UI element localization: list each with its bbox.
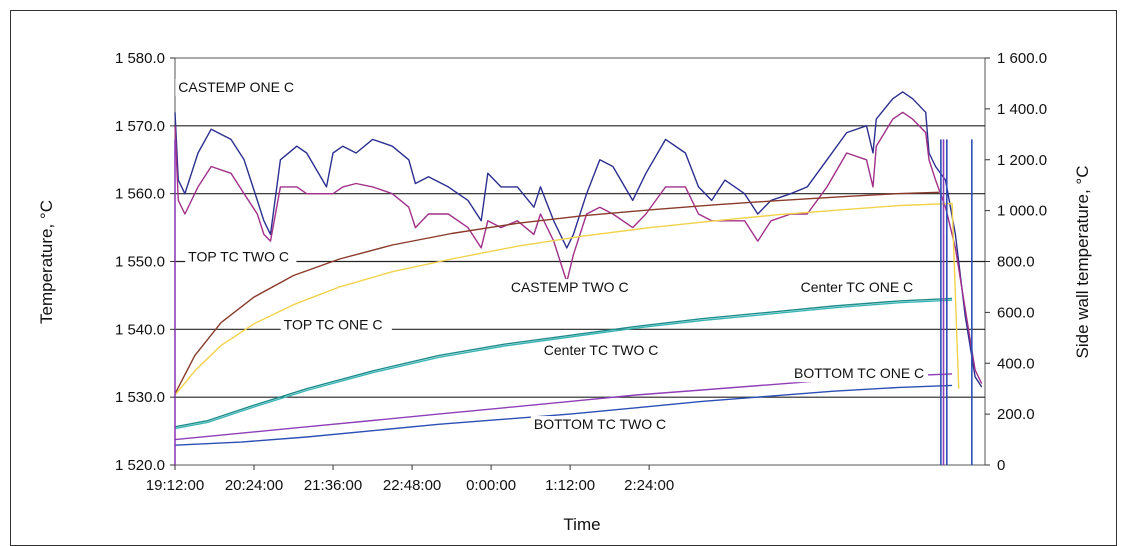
x-tick-label: 2:24:00 (624, 477, 674, 494)
series-annotation: Center TC ONE C (801, 279, 914, 295)
y-right-tick-label: 400.0 (997, 355, 1035, 372)
series-annotation: CASTEMP TWO C (511, 279, 629, 295)
series-annotation-bg (540, 342, 678, 360)
y-right-tick-label: 200.0 (997, 406, 1035, 423)
series-annotation-bg (280, 316, 392, 334)
series-annotation-bg (530, 416, 668, 434)
y-right-tick-label: 1 600.0 (997, 50, 1047, 67)
x-tick-label: 20:24:00 (225, 477, 283, 494)
x-tick-label: 0:00:00 (466, 477, 516, 494)
y-left-tick-label: 1 520.0 (115, 457, 165, 474)
y-right-tick-label: 1 200.0 (997, 152, 1047, 169)
y-left-tick-label: 1 560.0 (115, 186, 165, 203)
y-left-tick-label: 1 550.0 (115, 254, 165, 271)
x-tick-label: 22:48:00 (383, 477, 441, 494)
y-axis-right-title: Side wall temperature, °C (1073, 166, 1092, 359)
series-line (174, 299, 953, 430)
series-line (174, 202, 960, 396)
y-right-tick-label: 0 (997, 457, 1005, 474)
series-annotation: TOP TC TWO C (188, 249, 289, 265)
y-right-tick-label: 800.0 (997, 254, 1035, 271)
y-axis-left-title: Temperature, °C (37, 200, 56, 324)
series-annotation-bg (797, 279, 935, 297)
series-annotation: CASTEMP ONE C (178, 79, 294, 95)
series-layer (174, 91, 983, 465)
y-left-tick-label: 1 580.0 (115, 50, 165, 67)
series-annotation-bg (175, 78, 296, 96)
y-right-tick-label: 1 400.0 (997, 101, 1047, 118)
series-line (174, 297, 953, 428)
axis-layer: 1 520.0 1 530.0 1 540.0 1 550.0 1 560.0 1 570… (115, 50, 1047, 494)
series-annotation-bg (507, 279, 628, 297)
x-tick-label: 1:12:00 (545, 477, 595, 494)
series-line (174, 384, 953, 446)
grid-layer (174, 57, 986, 466)
series-line (174, 91, 983, 388)
x-axis-title: Time (563, 515, 600, 534)
series-annotation-bg (185, 248, 297, 266)
series-annotation: TOP TC ONE C (284, 316, 383, 332)
series-annotation: BOTTOM TC TWO C (534, 416, 666, 432)
x-tick-label: 19:12:00 (146, 477, 204, 494)
series-line (174, 191, 939, 395)
y-right-tick-label: 1 000.0 (997, 203, 1047, 220)
y-right-tick-label: 600.0 (997, 304, 1035, 321)
x-tick-label: 21:36:00 (304, 477, 362, 494)
y-left-tick-label: 1 530.0 (115, 389, 165, 406)
series-line (174, 111, 983, 384)
series-annotation: Center TC TWO C (544, 342, 659, 358)
annotation-layer: CASTEMP ONE C TOP TC TWO C CASTEMP TWO C Ce… (175, 78, 935, 434)
series-annotation-bg (791, 365, 929, 383)
series-annotation: BOTTOM TC ONE C (794, 365, 924, 381)
y-left-tick-label: 1 540.0 (115, 321, 165, 338)
y-left-tick-label: 1 570.0 (115, 118, 165, 135)
